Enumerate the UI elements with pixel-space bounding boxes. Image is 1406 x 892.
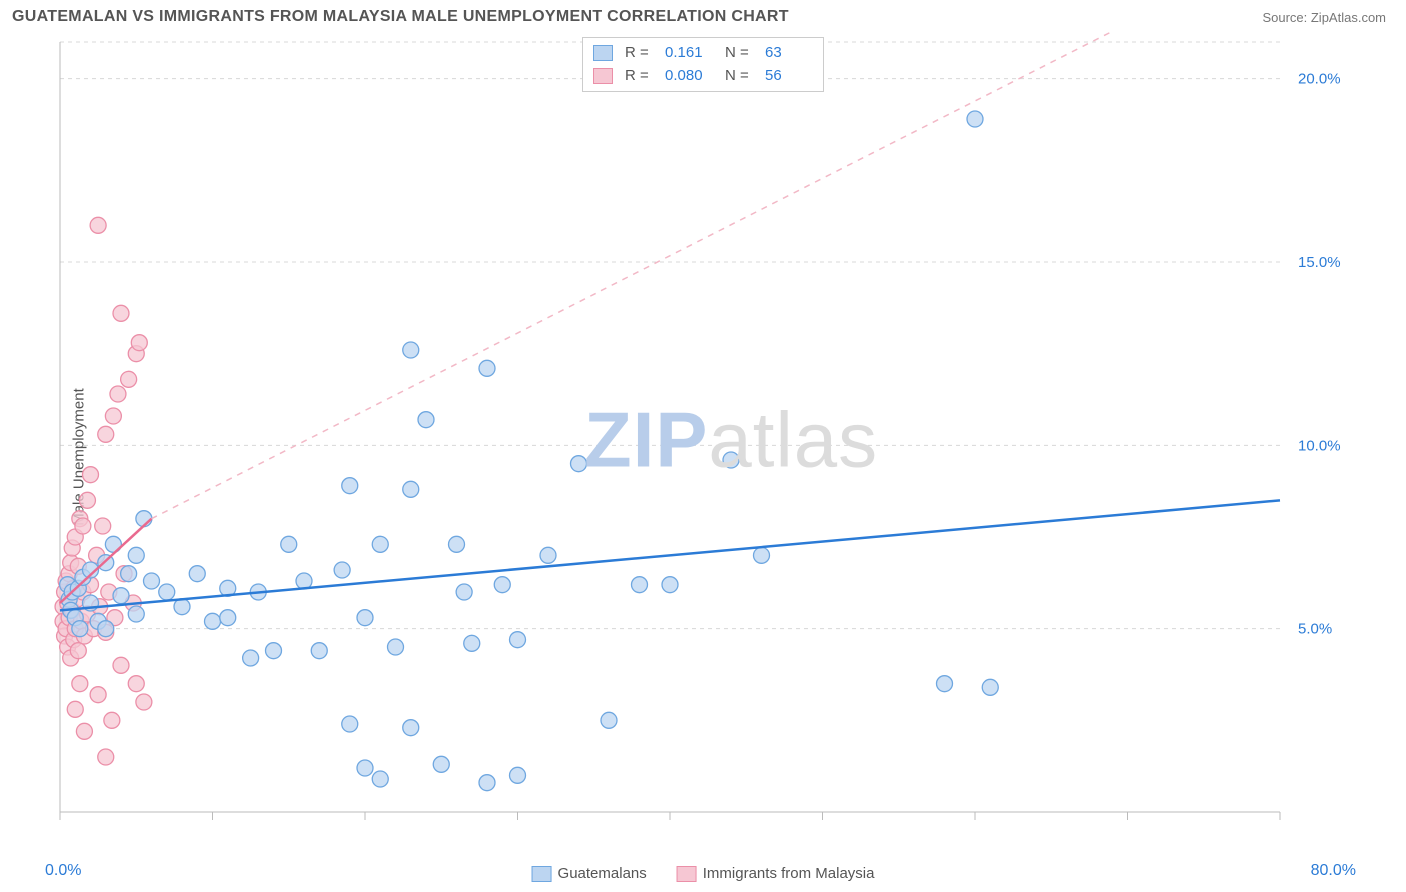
series-legend: Guatemalans Immigrants from Malaysia [532,865,875,882]
correlation-legend: R = 0.161 N = 63 R = 0.080 N = 56 [582,37,824,92]
svg-text:15.0%: 15.0% [1298,254,1341,271]
legend-swatch-b [593,68,613,84]
legend-swatch-a2 [532,866,552,882]
n-value-b: 56 [765,65,813,88]
legend-item-a: Guatemalans [532,865,647,882]
legend-row-a: R = 0.161 N = 63 [593,42,813,65]
r-value-b: 0.080 [665,65,713,88]
legend-item-b: Immigrants from Malaysia [677,865,875,882]
legend-row-b: R = 0.080 N = 56 [593,65,813,88]
legend-swatch-a [593,45,613,61]
r-label: R = [625,65,653,88]
chart-title: GUATEMALAN VS IMMIGRANTS FROM MALAYSIA M… [12,8,789,26]
legend-label-a: Guatemalans [558,865,647,882]
svg-text:10.0%: 10.0% [1298,437,1341,454]
legend-label-b: Immigrants from Malaysia [703,865,875,882]
plot-area: Male Unemployment 5.0%10.0%15.0%20.0% ZI… [0,32,1406,882]
n-value-a: 63 [765,42,813,65]
chart-source: Source: ZipAtlas.com [1262,10,1386,25]
r-label: R = [625,42,653,65]
scatter-plot: 5.0% 10.0% 15.0% 20.0% [50,32,1360,852]
legend-swatch-b2 [677,866,697,882]
n-label: N = [725,65,753,88]
x-origin-label: 0.0% [45,862,81,880]
svg-text:5.0%: 5.0% [1298,621,1332,638]
chart-header: GUATEMALAN VS IMMIGRANTS FROM MALAYSIA M… [0,0,1406,32]
r-value-a: 0.161 [665,42,713,65]
svg-text:20.0%: 20.0% [1298,71,1341,88]
x-max-label: 80.0% [1311,862,1356,880]
n-label: N = [725,42,753,65]
